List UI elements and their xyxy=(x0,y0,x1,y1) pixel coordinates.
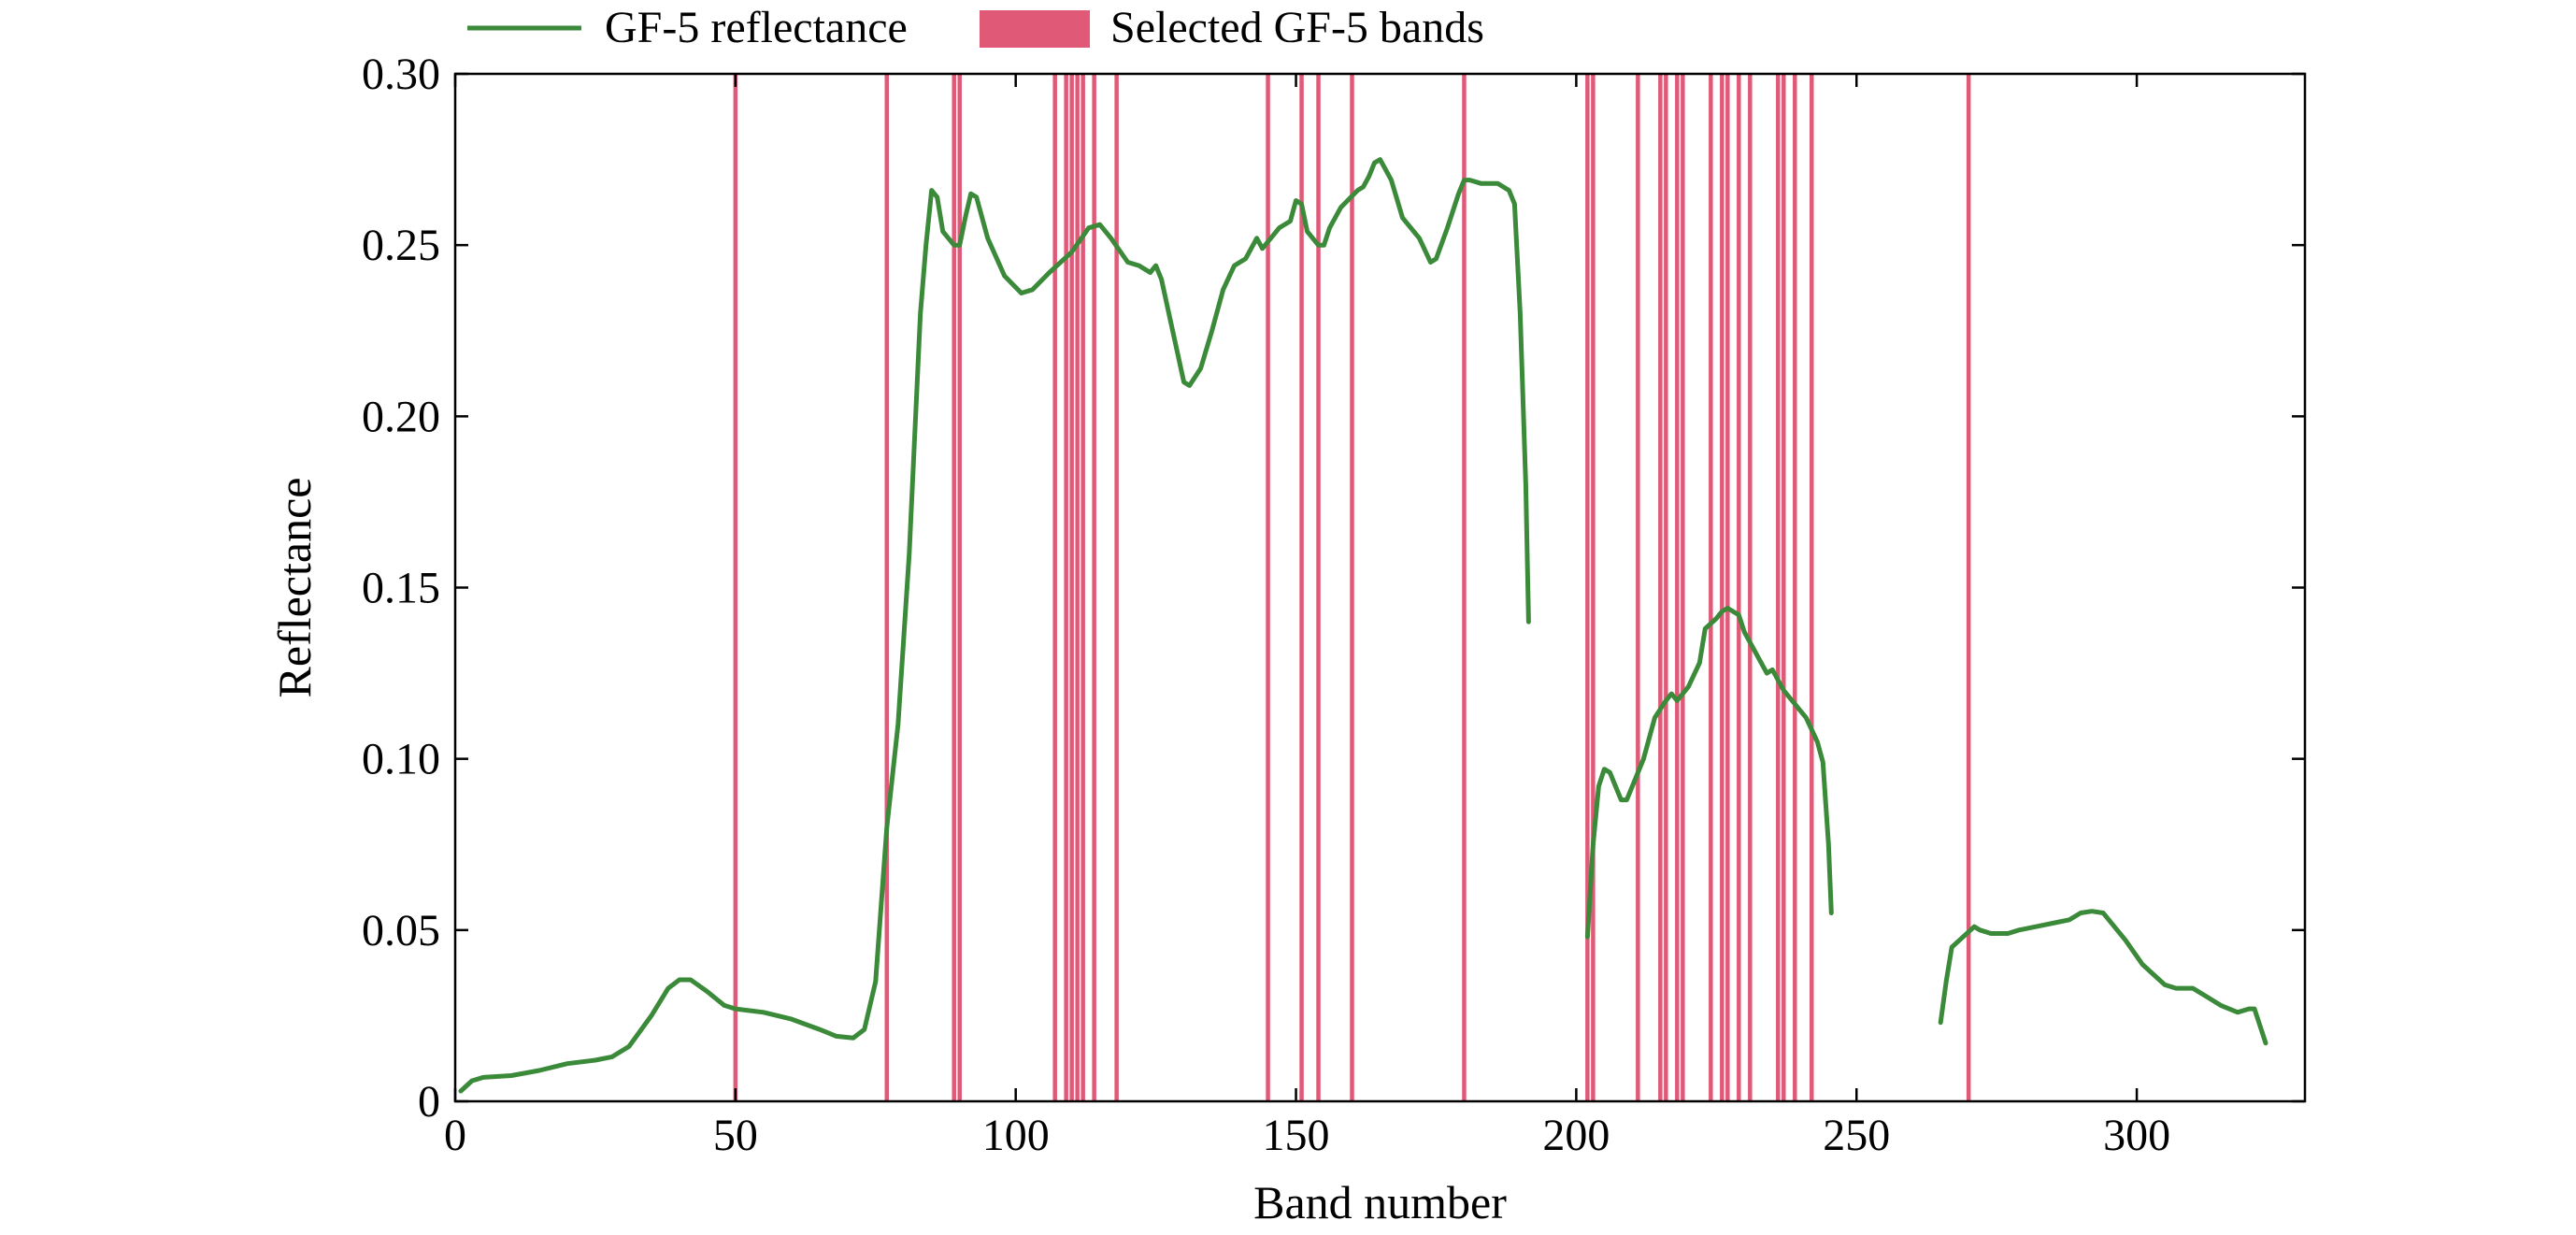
legend-bands-swatch xyxy=(980,10,1090,48)
y-tick-labels: 0 0.05 0.10 0.15 0.20 0.25 0.30 xyxy=(362,50,440,1127)
x-tick-label: 150 xyxy=(1263,1111,1330,1160)
x-tick-label: 200 xyxy=(1542,1111,1610,1160)
axis-ticks xyxy=(453,72,2305,1103)
reflectance-line-segment xyxy=(1938,909,2268,1046)
x-tick-label: 100 xyxy=(982,1111,1050,1160)
y-tick-label: 0.05 xyxy=(362,906,440,955)
y-tick-label: 0 xyxy=(418,1077,440,1127)
x-tick-label: 50 xyxy=(713,1111,758,1160)
y-tick-label: 0.30 xyxy=(362,50,440,99)
x-tick-label: 300 xyxy=(2103,1111,2170,1160)
y-axis-title: Reflectance xyxy=(268,478,321,698)
y-tick-label: 0.10 xyxy=(362,735,440,784)
reflectance-line-segment xyxy=(1584,606,1834,940)
legend: GF-5 reflectance Selected GF-5 bands xyxy=(467,3,1484,52)
reflectance-line-segment xyxy=(458,157,1531,1094)
y-tick-label: 0.15 xyxy=(362,564,440,613)
plot-frame xyxy=(453,72,2307,1103)
x-tick-label: 0 xyxy=(444,1111,466,1160)
legend-label-selected-bands: Selected GF-5 bands xyxy=(1110,3,1484,52)
x-tick-labels: 0 50 100 150 200 250 300 xyxy=(444,1111,2170,1160)
x-axis-title: Band number xyxy=(1253,1176,1507,1228)
legend-label-reflectance: GF-5 reflectance xyxy=(605,3,908,52)
reflectance-line-layer xyxy=(458,157,2268,1094)
x-tick-label: 250 xyxy=(1823,1111,1890,1160)
selected-bands-layer xyxy=(733,74,1971,1101)
y-tick-label: 0.20 xyxy=(362,392,440,441)
y-tick-label: 0.25 xyxy=(362,221,440,270)
